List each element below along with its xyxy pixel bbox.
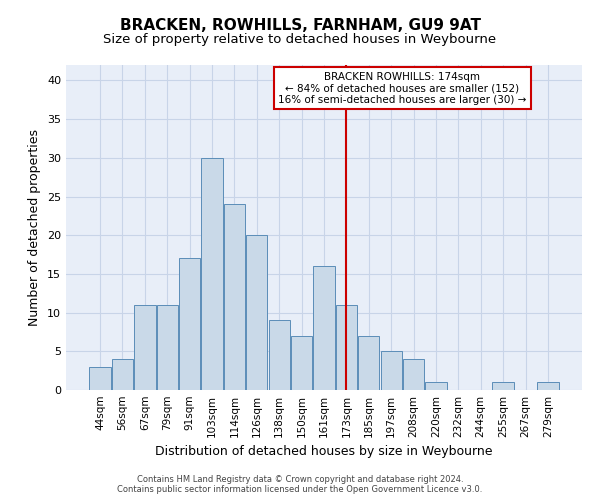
Text: BRACKEN ROWHILLS: 174sqm
← 84% of detached houses are smaller (152)
16% of semi-: BRACKEN ROWHILLS: 174sqm ← 84% of detach… — [278, 72, 527, 105]
Bar — [224, 204, 245, 390]
Bar — [179, 258, 200, 390]
Bar — [425, 382, 446, 390]
Bar — [89, 367, 111, 390]
Bar — [134, 305, 155, 390]
Text: Size of property relative to detached houses in Weybourne: Size of property relative to detached ho… — [103, 32, 497, 46]
Text: Contains HM Land Registry data © Crown copyright and database right 2024.
Contai: Contains HM Land Registry data © Crown c… — [118, 474, 482, 494]
Bar — [403, 359, 424, 390]
Bar — [537, 382, 559, 390]
Bar — [313, 266, 335, 390]
Bar — [358, 336, 379, 390]
Bar — [493, 382, 514, 390]
Bar — [157, 305, 178, 390]
Bar — [380, 352, 402, 390]
Bar — [336, 305, 357, 390]
Y-axis label: Number of detached properties: Number of detached properties — [28, 129, 41, 326]
Text: BRACKEN, ROWHILLS, FARNHAM, GU9 9AT: BRACKEN, ROWHILLS, FARNHAM, GU9 9AT — [119, 18, 481, 32]
Bar — [202, 158, 223, 390]
X-axis label: Distribution of detached houses by size in Weybourne: Distribution of detached houses by size … — [155, 446, 493, 458]
Bar — [269, 320, 290, 390]
Bar — [112, 359, 133, 390]
Bar — [291, 336, 312, 390]
Bar — [246, 235, 268, 390]
